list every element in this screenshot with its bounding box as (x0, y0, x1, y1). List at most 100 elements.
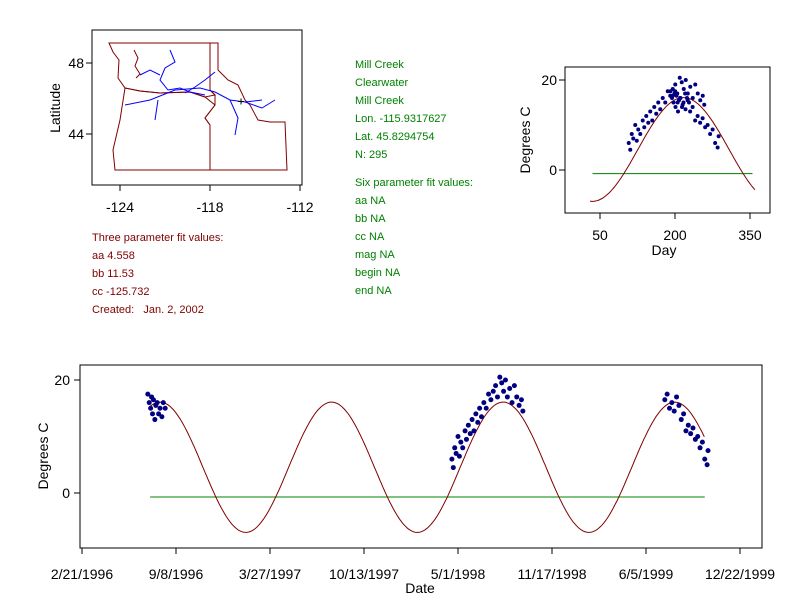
data-point (159, 414, 165, 420)
data-point (162, 405, 168, 411)
data-point (700, 93, 705, 98)
data-point (698, 98, 703, 103)
six-fit-bb: bb NA (355, 213, 386, 225)
data-point (679, 80, 684, 85)
six-fit-end: end NA (355, 285, 392, 297)
data-point (628, 147, 633, 152)
data-point (471, 428, 477, 434)
data-point (683, 91, 688, 96)
data-point (511, 383, 517, 389)
data-point (673, 105, 678, 109)
data-point (683, 78, 688, 82)
data-point (636, 127, 641, 132)
data-point (650, 118, 655, 123)
data-point (716, 134, 721, 139)
data-point (146, 400, 152, 406)
data-point (695, 434, 701, 439)
data-point (518, 397, 524, 403)
data-point (150, 411, 155, 417)
data-point (477, 405, 483, 411)
six-param-fit: Six parameter fit values: aa NA bb NA cc… (355, 174, 473, 300)
data-point (453, 450, 459, 456)
data-point (710, 127, 715, 132)
x-tick-label: 9/8/1996 (149, 566, 204, 582)
data-point (509, 400, 515, 406)
three-fit-title: Three parameter fit values: (92, 232, 224, 244)
data-point (456, 453, 462, 459)
data-point (145, 391, 151, 397)
six-fit-cc: cc NA (355, 231, 385, 243)
data-point (656, 100, 661, 105)
data-point (677, 75, 682, 80)
data-point (483, 405, 489, 411)
site-name: Mill Creek (355, 59, 404, 71)
data-point (688, 431, 694, 437)
data-point (516, 402, 522, 408)
data-point (502, 377, 508, 383)
six-fit-mag: mag NA (355, 249, 395, 261)
data-point (481, 400, 487, 406)
data-point (160, 400, 166, 406)
data-point (633, 123, 638, 127)
data-point (631, 136, 636, 141)
data-point (690, 96, 695, 100)
data-point (683, 428, 689, 434)
data-point (646, 120, 651, 125)
x-tick-label: 12/22/1999 (705, 566, 775, 582)
x-tick-label: 3/27/1997 (239, 566, 301, 582)
data-point (642, 125, 647, 130)
site-lon: Lon. -115.9317627 (355, 113, 447, 125)
data-point (458, 439, 464, 445)
data-point (695, 91, 700, 96)
data-point (662, 397, 668, 403)
data-point (501, 388, 507, 394)
data-point (469, 417, 475, 423)
data-point (688, 84, 693, 89)
data-point (680, 102, 685, 107)
data-point (697, 445, 703, 451)
data-point (499, 380, 505, 386)
data-point (702, 102, 707, 107)
data-point (667, 405, 672, 411)
x-tick-label: 2/21/1996 (51, 566, 113, 582)
three-param-fit: Three parameter fit values: aa 4.558 bb … (92, 229, 223, 319)
plot-frame (79, 364, 763, 549)
data-point (690, 425, 696, 431)
site-stream: Mill Creek (355, 95, 404, 107)
data-point (520, 408, 526, 414)
data-point (669, 400, 675, 406)
data-point (150, 397, 156, 403)
data-point (676, 402, 682, 408)
x-tick-label: 50 (592, 227, 608, 243)
data-point (673, 89, 678, 94)
three-fit-cc: cc -125.732 (92, 286, 150, 298)
x-tick-label: -112 (287, 199, 314, 215)
x-tick-label: 5/1/1998 (431, 566, 486, 582)
data-point (486, 391, 492, 397)
data-point (715, 145, 720, 150)
y-tick-label: 0 (549, 162, 557, 178)
data-point (671, 408, 677, 414)
x-axis-label: Date (405, 580, 435, 596)
data-point (652, 105, 657, 109)
x-tick-label: 350 (738, 227, 762, 243)
data-point (452, 445, 458, 451)
x-tick-label: -118 (197, 199, 224, 215)
data-point (644, 114, 649, 118)
rivers (124, 49, 276, 136)
data-point (665, 89, 670, 94)
data-point (463, 436, 469, 442)
data-point (713, 141, 718, 145)
data-point (462, 428, 468, 434)
data-point (504, 394, 510, 400)
data-point (634, 138, 639, 143)
data-point (479, 414, 484, 420)
six-fit-begin: begin NA (355, 267, 401, 279)
data-point (473, 411, 479, 417)
y-axis-label: Latitude (47, 83, 63, 133)
data-point (685, 422, 691, 428)
data-point (678, 96, 683, 100)
y-axis-label: Degrees C (35, 423, 51, 490)
data-point (699, 439, 705, 445)
data-point (664, 391, 670, 397)
